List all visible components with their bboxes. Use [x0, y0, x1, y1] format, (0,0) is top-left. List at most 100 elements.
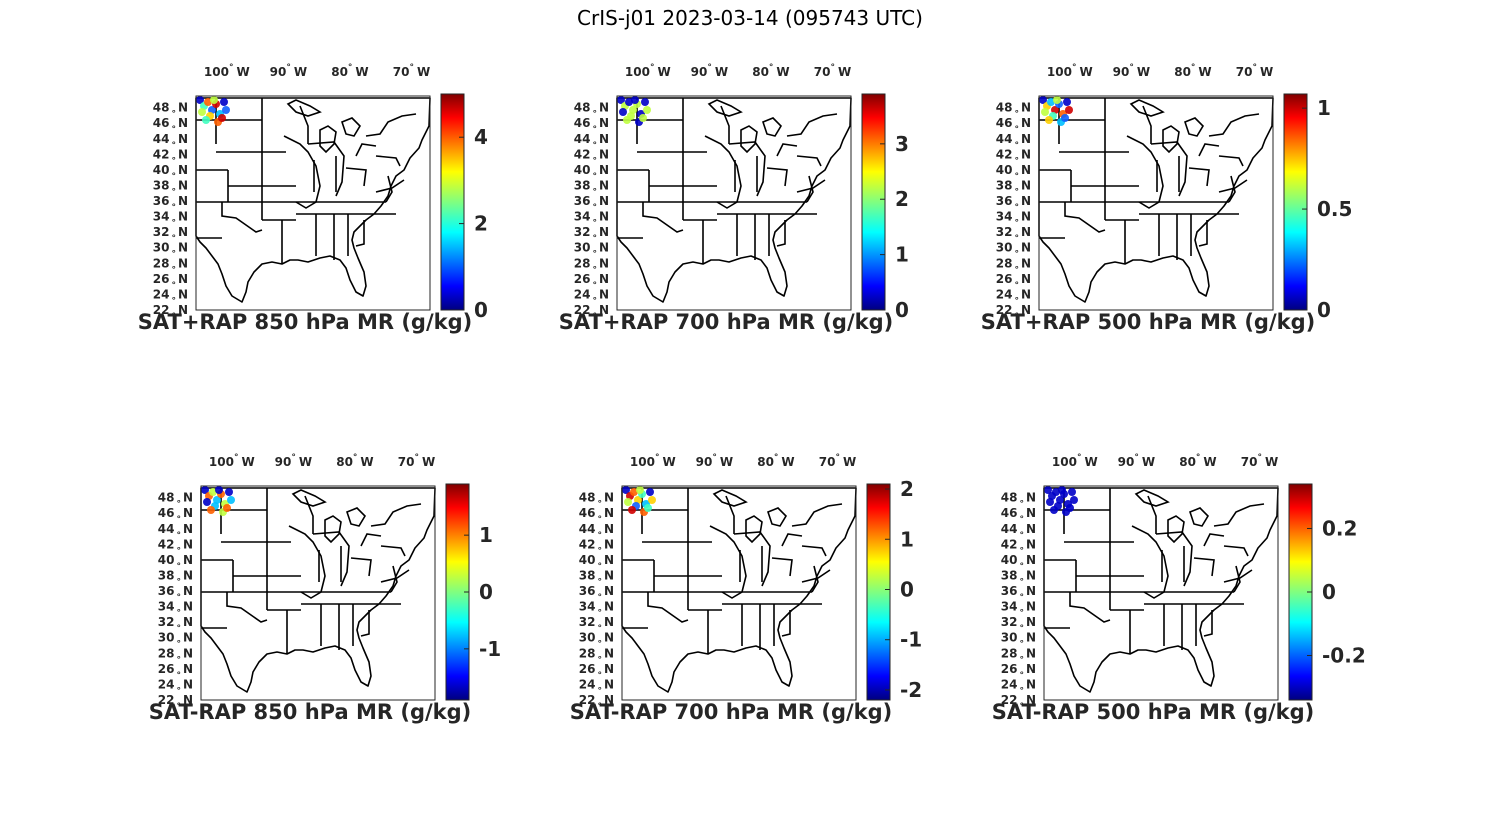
lat-tick-label: 40 ° N	[579, 553, 614, 572]
lat-tick-label: 30 ° N	[153, 241, 188, 260]
lon-tick-label: 70° W	[1236, 63, 1273, 79]
colorbar-tick-label: -1	[479, 637, 501, 661]
colorbar-tick-label: 2	[474, 212, 488, 236]
state-boundaries	[200, 487, 436, 693]
panel-sat-plus-rap-500: 100° W 90° W 80° W 70° W 48 ° N 46°N 44 ° N 42 ° N 40 ° N 38 °…	[963, 62, 1393, 352]
panel-sat-minus-rap-700: 100° W 90° W 80° W 70° W 48 ° N 46 ° N 44 ° N 42 ° N 40 ° N 38 °…	[546, 452, 976, 742]
lon-tick-label: 100° W	[630, 453, 676, 469]
lat-tick-label: 26 ° N	[574, 272, 609, 291]
colorbar-tick-label: -2	[900, 678, 922, 702]
lat-tick-label: 22 ° N	[579, 693, 614, 712]
lat-tick-label: 36 ° N	[579, 584, 614, 603]
lon-tick-label: 90° W	[275, 453, 312, 469]
lon-tick-label: 80° W	[752, 63, 789, 79]
lat-tick-label: 46°N	[579, 506, 614, 525]
colorbar-tick-label: 0	[900, 577, 914, 601]
panel-sat-plus-rap-700: 100° W 90° W 80° W 70° W 48 ° N 46°N 44 ° N 42 ° N 40 ° N 38 °…	[541, 62, 971, 352]
lon-tick-label: 100° W	[209, 453, 255, 469]
lat-tick-label: 36 ° N	[996, 194, 1031, 213]
colorbar-tick-label: 0	[895, 298, 909, 322]
lat-tick-label: 22 ° N	[1001, 693, 1036, 712]
map-frame	[1038, 95, 1274, 311]
lat-tick-label: 40 ° N	[1001, 553, 1036, 572]
lat-tick-label: 36 ° N	[158, 584, 193, 603]
lat-tick-label: 40 ° N	[153, 163, 188, 182]
lat-tick-label: 30 ° N	[996, 241, 1031, 260]
lon-tick-label: 90° W	[1118, 453, 1155, 469]
lat-tick-label: 44 ° N	[574, 132, 609, 151]
lat-tick-label: 32 ° N	[153, 225, 188, 244]
lat-tick-label: 30 ° N	[158, 631, 193, 650]
colorbar	[440, 93, 465, 311]
lat-tick-label: 44 ° N	[153, 132, 188, 151]
map-plot: 100°W 90°W 80°W 70°W 48°N46°N44°N42°N40°N38°…	[153, 63, 488, 322]
lon-tick-label: 80° W	[331, 63, 368, 79]
lat-tick-label: 28 ° N	[158, 646, 193, 665]
lat-tick-label: 38 ° N	[996, 178, 1031, 197]
map-plot: 100°W 90°W 80°W 70°W 48°N46°N44°N42°N40°N38°…	[158, 453, 501, 712]
panel-title: SAT-RAP 700 hPa MR (g/kg)	[569, 700, 893, 724]
lat-tick-label: 22 ° N	[996, 303, 1031, 322]
panel-title: SAT-RAP 850 hPa MR (g/kg)	[148, 700, 472, 724]
lat-tick-label: 46°N	[996, 116, 1031, 135]
map-frame	[616, 95, 852, 311]
lat-tick-label: 46°N	[1001, 506, 1036, 525]
lat-tick-label: 28 ° N	[579, 646, 614, 665]
lat-tick-label: 24 ° N	[579, 677, 614, 696]
lat-tick-label: 34 ° N	[996, 210, 1031, 229]
lat-tick-label: 24 ° N	[153, 287, 188, 306]
lat-tick-label: 36 ° N	[153, 194, 188, 213]
colorbar-tick-label: 0	[1322, 580, 1336, 604]
figure-title: CrIS-j01 2023-03-14 (095743 UTC)	[577, 6, 923, 30]
lat-tick-label: 44 ° N	[579, 522, 614, 541]
lat-tick-label: 48 ° N	[1001, 491, 1036, 510]
panel-sat-plus-rap-850: 100° W 90° W 80° W 70° W 48 ° N 46°N 44 ° N 42 ° N 40 ° N 38 °…	[120, 62, 550, 352]
lat-tick-label: 48 ° N	[579, 491, 614, 510]
lon-tick-label: 100° W	[204, 63, 250, 79]
lon-tick-label: 90° W	[696, 453, 733, 469]
lat-tick-label: 42 ° N	[996, 147, 1031, 166]
lon-tick-label: 100° W	[1052, 453, 1098, 469]
lat-tick-label: 42 ° N	[158, 537, 193, 556]
map-plot: 100°W 90°W 80°W 70°W 48°N46°N44°N42°N40°N38°…	[1001, 453, 1366, 712]
lon-tick-label: 80° W	[757, 453, 794, 469]
lat-tick-label: 42 ° N	[153, 147, 188, 166]
map-frame	[195, 95, 431, 311]
lat-tick-label: 28 ° N	[574, 256, 609, 275]
lat-tick-label: 44 ° N	[158, 522, 193, 541]
colorbar-tick-label: 2	[895, 187, 909, 211]
lat-tick-label: 32 ° N	[996, 225, 1031, 244]
lat-tick-label: 22 ° N	[574, 303, 609, 322]
lat-tick-label: 48 ° N	[574, 101, 609, 120]
colorbar-tick-label: 0	[479, 580, 493, 604]
lat-tick-label: 26 ° N	[158, 662, 193, 681]
colorbar-tick-label: 1	[895, 243, 909, 267]
lon-tick-label: 90° W	[691, 63, 728, 79]
lat-tick-label: 32 ° N	[1001, 615, 1036, 634]
lon-tick-label: 70° W	[819, 453, 856, 469]
colorbar-tick-label: -1	[900, 628, 922, 652]
lat-tick-label: 36 ° N	[574, 194, 609, 213]
colorbar-tick-label: 4	[474, 125, 488, 149]
lon-tick-label: 80° W	[336, 453, 373, 469]
panel-title: SAT-RAP 500 hPa MR (g/kg)	[991, 700, 1315, 724]
colorbar-tick-label: 1	[1317, 96, 1331, 120]
lat-tick-label: 30 ° N	[574, 241, 609, 260]
lat-tick-label: 38 ° N	[579, 568, 614, 587]
lat-tick-label: 34 ° N	[158, 600, 193, 619]
lat-tick-label: 42 ° N	[1001, 537, 1036, 556]
lat-tick-label: 38 ° N	[1001, 568, 1036, 587]
retrieval-data-overlay	[1039, 96, 1073, 126]
lat-tick-label: 26 ° N	[996, 272, 1031, 291]
lon-tick-label: 80° W	[1179, 453, 1216, 469]
retrieval-data-overlay	[622, 486, 656, 516]
state-boundaries	[1038, 97, 1274, 303]
lat-tick-label: 46°N	[158, 506, 193, 525]
lat-tick-label: 22 ° N	[153, 303, 188, 322]
lat-tick-label: 34 ° N	[579, 600, 614, 619]
colorbar	[1283, 93, 1308, 311]
lat-tick-label: 32 ° N	[574, 225, 609, 244]
lat-tick-label: 28 ° N	[1001, 646, 1036, 665]
map-plot: 100°W 90°W 80°W 70°W 48°N46°N44°N42°N40°N38°…	[574, 63, 909, 322]
lat-tick-label: 30 ° N	[579, 631, 614, 650]
